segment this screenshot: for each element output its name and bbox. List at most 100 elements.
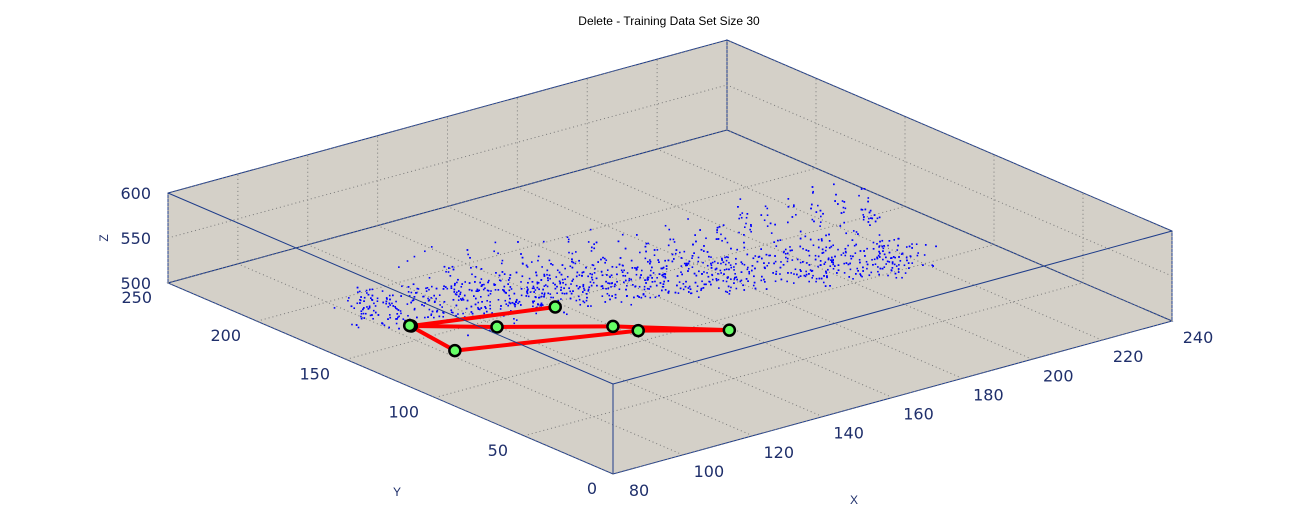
scatter-point [844, 254, 847, 257]
scatter-point [551, 264, 554, 266]
scatter-point [911, 243, 913, 245]
scatter-point [501, 259, 504, 262]
scatter-point [779, 239, 782, 241]
scatter-point [548, 259, 551, 262]
scatter-point [697, 296, 700, 298]
grid-line [237, 263, 684, 456]
grid-lines [167, 39, 1173, 475]
scatter-point [872, 241, 875, 244]
scatter-point [735, 276, 738, 278]
scatter-point [610, 274, 613, 277]
scatter-point [649, 274, 652, 277]
scatter-point [427, 316, 429, 318]
scatter-point [578, 298, 581, 301]
scatter-point [371, 314, 373, 316]
scatter-point [587, 305, 589, 307]
scatter-point [450, 311, 453, 314]
scatter-point [547, 279, 549, 282]
scatter-point [443, 300, 446, 303]
scatter-point [843, 262, 845, 265]
scatter-point [901, 276, 903, 279]
scatter-point [827, 268, 829, 271]
scatter-point [426, 287, 429, 289]
scatter-point [897, 268, 900, 270]
scatter-point [597, 261, 599, 263]
scatter-point [905, 246, 908, 248]
scatter-point [643, 288, 646, 291]
scatter-point [758, 255, 761, 258]
scatter-point [549, 277, 551, 280]
scatter-point [458, 295, 460, 298]
scatter-point [741, 262, 744, 265]
scatter-point [685, 280, 687, 283]
scatter-point [633, 296, 635, 299]
scatter-point [582, 283, 585, 286]
scatter-point [805, 249, 808, 251]
scatter-point [745, 216, 748, 219]
scatter-point [671, 260, 674, 263]
scatter-point [706, 264, 709, 267]
scatter-point [499, 308, 502, 310]
scatter-point [911, 247, 913, 249]
scatter-point [427, 299, 430, 302]
x-axis-label: X [850, 493, 858, 507]
scatter-point [723, 273, 725, 275]
scatter-point [470, 305, 473, 308]
scatter-point [530, 261, 533, 263]
scatter-point [663, 273, 666, 275]
scatter-point [793, 273, 795, 275]
z-axis-label: Z [97, 234, 111, 241]
scatter-point [625, 288, 627, 291]
scatter-point [507, 283, 509, 285]
scatter-point [662, 275, 665, 278]
grid-line [447, 206, 893, 398]
scatter-point [705, 237, 707, 240]
scatter-point [438, 315, 441, 318]
scatter-point [546, 269, 549, 272]
scatter-point [623, 269, 625, 272]
scatter-point [735, 257, 737, 260]
scatter-point [720, 272, 722, 274]
scatter-point [662, 283, 665, 285]
scatter-point [562, 281, 564, 284]
scatter-point [696, 285, 699, 287]
scatter-point [634, 267, 636, 269]
grid-line [517, 186, 963, 379]
scatter-point [535, 296, 537, 299]
scatter-point [684, 285, 687, 288]
scatter-point [658, 261, 660, 264]
scatter-point [760, 248, 762, 250]
scatter-point [618, 263, 621, 266]
scatter-point [909, 255, 912, 258]
scatter-point [763, 266, 766, 269]
scatter-point [809, 238, 812, 241]
scatter-point [371, 299, 374, 301]
scatter-point [564, 267, 566, 270]
scatter-point [837, 248, 839, 251]
scatter-point [535, 274, 538, 277]
scatter-point [485, 310, 488, 313]
scatter-point [723, 269, 726, 271]
scatter-point [706, 251, 709, 253]
scatter-point [852, 230, 855, 232]
scatter-point [569, 265, 572, 268]
scatter-point [735, 263, 737, 265]
scatter-point [748, 271, 751, 273]
scatter-point [774, 260, 777, 263]
scatter-point [849, 268, 852, 271]
scatter-point [582, 285, 585, 288]
scatter-point [822, 281, 825, 284]
scatter-point [799, 237, 802, 240]
scatter-point [679, 287, 682, 290]
scatter-point [491, 312, 493, 314]
scatter-point [423, 305, 425, 307]
scatter-point [572, 278, 575, 281]
scatter-point [656, 249, 659, 251]
scatter-point [536, 282, 539, 285]
scatter-point [554, 283, 556, 286]
scatter-point [842, 252, 845, 254]
scatter-point [489, 292, 492, 295]
scatter-point [582, 271, 585, 273]
scatter-point [830, 256, 833, 259]
scatter-point [805, 270, 807, 273]
